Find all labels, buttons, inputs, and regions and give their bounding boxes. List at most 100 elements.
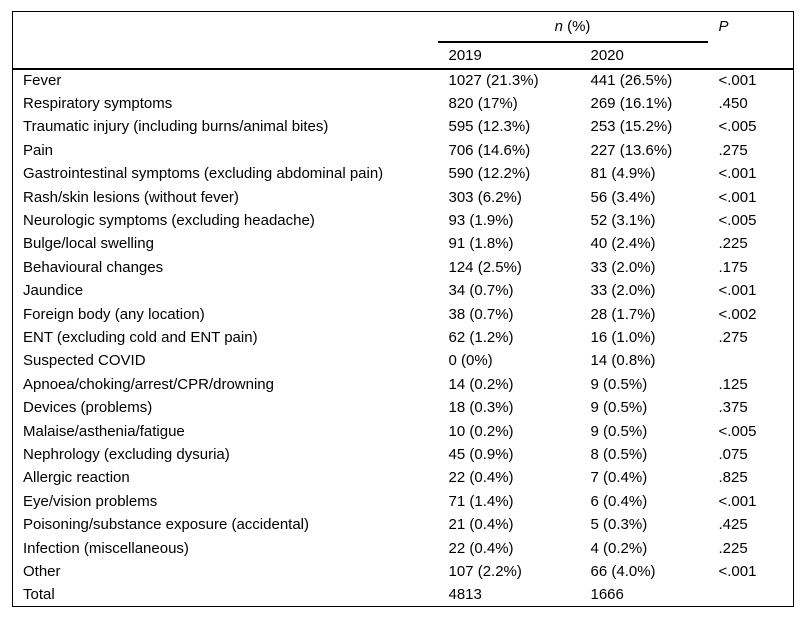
cell-category: Gastrointestinal symptoms (excluding abd… bbox=[23, 165, 384, 183]
cell-p-value: .125 bbox=[718, 375, 748, 393]
cell-p-value: .450 bbox=[718, 95, 748, 113]
cell-p-value: .275 bbox=[718, 328, 748, 346]
table-row: Apnoea/choking/arrest/CPR/drowning 14 (0.… bbox=[13, 373, 794, 396]
cell-p-value: <.002 bbox=[718, 305, 757, 323]
table-row: Rash/skin lesions (without fever) 303 (6.… bbox=[13, 185, 794, 208]
cell-p-value: .425 bbox=[718, 516, 748, 534]
cell-2019-value: 93 (1.9%) bbox=[448, 212, 514, 230]
cell-2020-value: 4 (0.2%) bbox=[590, 539, 648, 557]
cell-p-value: .175 bbox=[718, 258, 748, 276]
cell-p-value: <.001 bbox=[718, 165, 757, 183]
cell-2020-value: 66 (4.0%) bbox=[590, 562, 656, 580]
cell-p-value bbox=[708, 349, 794, 372]
table-body: Fever 1027 (21.3%) 441 (26.5%) <.001 Respira… bbox=[13, 69, 794, 607]
table-row: Other 107 (2.2%) 66 (4.0%) <.001 bbox=[13, 560, 794, 583]
cell-p-value: .275 bbox=[718, 141, 748, 159]
cell-2019-value: 34 (0.7%) bbox=[448, 282, 514, 300]
table-row: Devices (problems) 18 (0.3%) 9 (0.5%) .375 bbox=[13, 396, 794, 419]
cell-2020-value: 1666 bbox=[590, 586, 624, 604]
cell-p-value: <.001 bbox=[718, 282, 757, 300]
cell-p-value: <.005 bbox=[718, 212, 757, 230]
cell-p-value: <.001 bbox=[718, 492, 757, 510]
cell-2019-value: 107 (2.2%) bbox=[448, 562, 522, 580]
cell-2020-value: 56 (3.4%) bbox=[590, 188, 656, 206]
cell-p-value: <.005 bbox=[718, 118, 757, 136]
table-row: Bulge/local swelling 91 (1.8%) 40 (2.4%) .2… bbox=[13, 232, 794, 255]
spanner-header-row: n (%) P bbox=[13, 11, 794, 43]
cell-category: ENT (excluding cold and ENT pain) bbox=[23, 328, 258, 346]
table-row: Malaise/asthenia/fatigue 10 (0.2%) 9 (0.5%… bbox=[13, 419, 794, 442]
cell-category: Fever bbox=[23, 72, 62, 90]
cell-category: Devices (problems) bbox=[23, 399, 153, 417]
cell-category: Apnoea/choking/arrest/CPR/drowning bbox=[23, 375, 274, 393]
cell-2019-value: 303 (6.2%) bbox=[448, 188, 522, 206]
cell-2020-value: 52 (3.1%) bbox=[590, 212, 656, 230]
cell-2019-value: 91 (1.8%) bbox=[448, 235, 514, 253]
cell-2019-value: 21 (0.4%) bbox=[448, 516, 514, 534]
cell-category: Traumatic injury (including burns/animal… bbox=[23, 118, 329, 136]
cell-2020-value: 33 (2.0%) bbox=[590, 282, 656, 300]
cell-2020-value: 9 (0.5%) bbox=[590, 399, 648, 417]
cell-p-value: <.001 bbox=[718, 188, 757, 206]
cell-2020-value: 227 (13.6%) bbox=[590, 141, 673, 159]
cell-2020-value: 441 (26.5%) bbox=[590, 72, 673, 90]
cell-2019-value: 4813 bbox=[448, 586, 482, 604]
cell-2019-value: 14 (0.2%) bbox=[448, 375, 514, 393]
table-row: Nephrology (excluding dysuria) 45 (0.9%) 8… bbox=[13, 443, 794, 466]
cell-category: Jaundice bbox=[23, 282, 84, 300]
cell-p-value: .825 bbox=[718, 469, 748, 487]
cell-2019-value: 38 (0.7%) bbox=[448, 305, 514, 323]
cell-category: Total bbox=[23, 586, 55, 604]
cell-category: Infection (miscellaneous) bbox=[23, 539, 189, 557]
cell-2020-value: 6 (0.4%) bbox=[590, 492, 648, 510]
cell-2019-value: 71 (1.4%) bbox=[448, 492, 514, 510]
cell-category: Nephrology (excluding dysuria) bbox=[23, 445, 230, 463]
cell-p-value: <.001 bbox=[718, 562, 757, 580]
cell-2020-value: 33 (2.0%) bbox=[590, 258, 656, 276]
cell-category: Suspected COVID bbox=[23, 352, 146, 370]
cell-2020-value: 40 (2.4%) bbox=[590, 235, 656, 253]
cell-2020-value: 5 (0.3%) bbox=[590, 516, 648, 534]
cell-p-value: .375 bbox=[718, 399, 748, 417]
cell-category: Eye/vision problems bbox=[23, 492, 158, 510]
p-value-header: P bbox=[718, 18, 729, 36]
table-row: Suspected COVID 0 (0%) 14 (0.8%) bbox=[13, 349, 794, 372]
cell-p-value: <.001 bbox=[718, 72, 757, 90]
cell-2019-value: 706 (14.6%) bbox=[448, 141, 531, 159]
cell-2019-value: 0 (0%) bbox=[448, 352, 493, 370]
cell-2020-value: 81 (4.9%) bbox=[590, 165, 656, 183]
cell-2019-value: 820 (17%) bbox=[448, 95, 518, 113]
cell-p-value: .225 bbox=[718, 539, 748, 557]
table-row: Behavioural changes 124 (2.5%) 33 (2.0%) .1… bbox=[13, 256, 794, 279]
table-row: Gastrointestinal symptoms (excluding abd… bbox=[13, 162, 794, 185]
p-subheader-blank bbox=[707, 41, 794, 70]
percent-label: (%) bbox=[562, 17, 591, 35]
cell-2020-value: 7 (0.4%) bbox=[590, 469, 648, 487]
category-header-blank bbox=[13, 12, 438, 42]
cell-category: Rash/skin lesions (without fever) bbox=[23, 188, 239, 206]
cell-category: Bulge/local swelling bbox=[23, 235, 154, 253]
cell-category: Foreign body (any location) bbox=[23, 305, 205, 323]
table-row: Jaundice 34 (0.7%) 33 (2.0%) <.001 bbox=[13, 279, 794, 302]
table-row: Infection (miscellaneous) 22 (0.4%) 4 (0.2… bbox=[13, 536, 794, 559]
cell-2020-value: 269 (16.1%) bbox=[590, 95, 673, 113]
cell-category: Malaise/asthenia/fatigue bbox=[23, 422, 185, 440]
cell-2019-value: 1027 (21.3%) bbox=[448, 72, 539, 90]
table-row: Traumatic injury (including burns/animal… bbox=[13, 115, 794, 138]
cell-2020-value: 14 (0.8%) bbox=[590, 352, 656, 370]
symptoms-by-year-table: n (%) P 2019 2020 Fever 1027 (21.3%) 441 (… bbox=[12, 11, 794, 607]
cell-2019-value: 124 (2.5%) bbox=[448, 258, 522, 276]
cell-2019-value: 22 (0.4%) bbox=[448, 469, 514, 487]
cell-2020-value: 16 (1.0%) bbox=[590, 328, 656, 346]
table-row: Pain 706 (14.6%) 227 (13.6%) .275 bbox=[13, 139, 794, 162]
n-percent-group-header: n (%) bbox=[437, 11, 708, 43]
cell-2020-value: 8 (0.5%) bbox=[590, 445, 648, 463]
table-row: Respiratory symptoms 820 (17%) 269 (16.1%)… bbox=[13, 92, 794, 115]
cell-2019-value: 18 (0.3%) bbox=[448, 399, 514, 417]
year-2020-header: 2020 bbox=[579, 41, 708, 70]
cell-category: Poisoning/substance exposure (accidental… bbox=[23, 516, 310, 534]
cell-category: Respiratory symptoms bbox=[23, 95, 173, 113]
n-label: n bbox=[554, 17, 563, 35]
category-subheader-blank bbox=[12, 41, 438, 70]
